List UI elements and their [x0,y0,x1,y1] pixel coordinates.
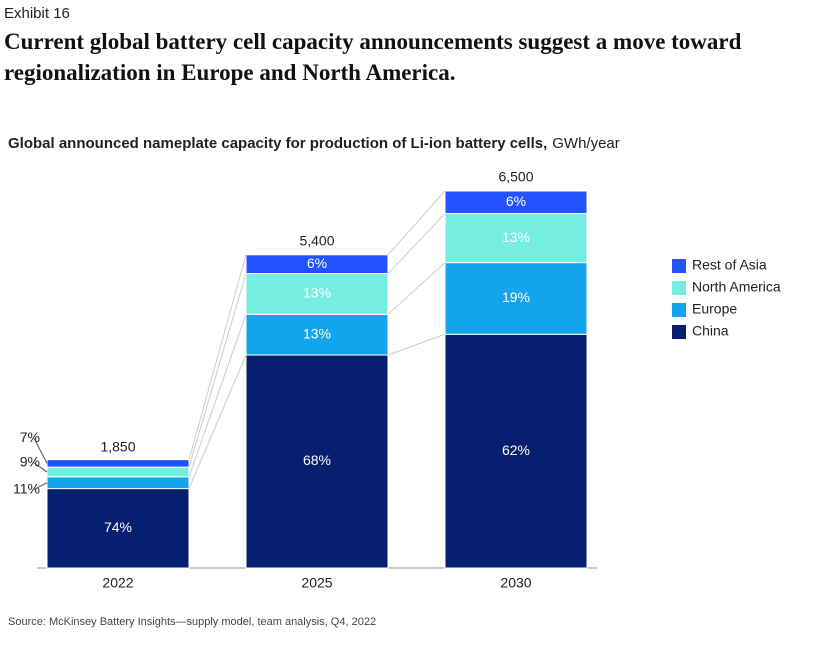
headline: Current global battery cell capacity ann… [4,29,742,85]
connector [188,314,247,477]
value-label: 13% [303,285,331,301]
value-label: 6% [506,193,526,209]
source: Source: McKinsey Battery Insights—supply… [8,616,376,628]
bar-segment [46,466,190,478]
legend-swatch [672,259,686,273]
value-label: 11% [13,480,40,496]
x-tick-label: 2030 [500,575,531,591]
value-label: 13% [303,325,331,341]
bar-segment [245,273,389,315]
bar-segment [444,333,588,569]
bar-segment [245,313,389,356]
chart-subtitle: Global announced nameplate capacity for … [8,135,620,152]
bar-segment [444,262,588,335]
bar-segment [46,459,190,468]
total-label: 1,850 [100,438,135,454]
bar-segment [444,190,588,215]
connector [387,262,446,315]
value-label: 7% [20,429,40,445]
label-leader [33,462,48,473]
bar-segment [245,254,389,275]
value-label: 6% [307,255,327,271]
label-leader [33,482,48,491]
value-label: 68% [303,452,331,468]
connector [387,213,446,274]
connector [188,354,247,489]
unit: GWh/year [552,135,620,152]
value-label: 62% [502,442,530,458]
connector [387,190,446,256]
bar-segment [46,476,190,490]
connector [188,254,247,460]
value-label: 19% [502,289,530,305]
exhibit-label: Exhibit 16 [4,5,70,22]
bar-segment [444,213,588,264]
label-leader [33,437,48,464]
value-label: 9% [20,453,40,469]
legend-swatch [672,303,686,317]
subtitle: Global announced nameplate capacity for … [8,135,547,152]
connector [188,273,247,468]
value-label: 13% [502,229,530,245]
legend-label: North America [692,279,781,295]
legend-swatch [672,281,686,295]
legend-label: Rest of Asia [692,257,767,273]
total-label: 5,400 [299,233,334,249]
legend-label: China [692,323,729,339]
x-tick-label: 2025 [301,575,332,591]
bar-segment [46,488,190,569]
legend-label: Europe [692,301,737,317]
x-tick-label: 2022 [102,575,133,591]
total-label: 6,500 [498,169,533,185]
legend-swatch [672,325,686,339]
value-label: 74% [104,519,132,535]
connector [387,333,446,356]
